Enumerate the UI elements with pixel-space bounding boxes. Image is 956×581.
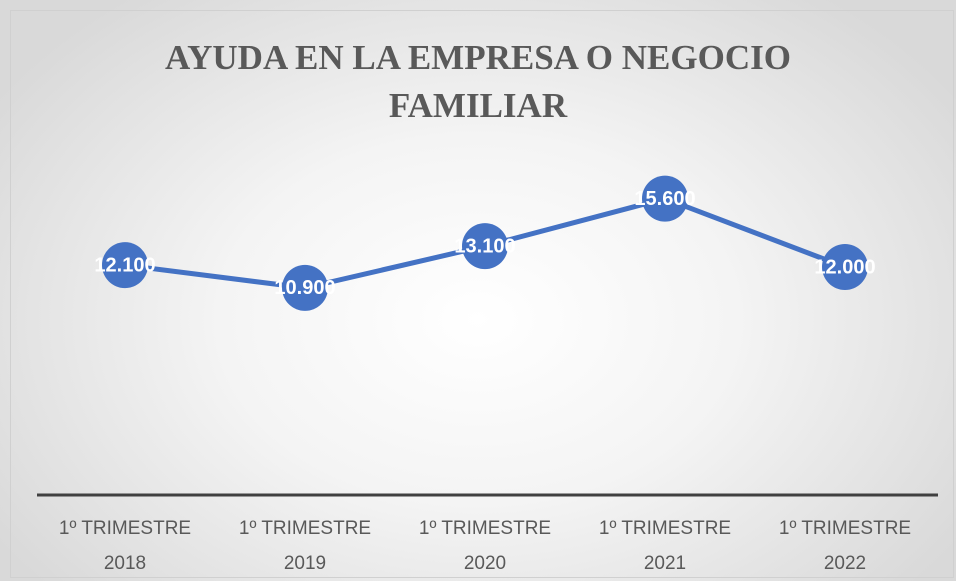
x-tick-label: 1º TRIMESTRE 2021 bbox=[598, 518, 732, 574]
x-tick-label: 1º TRIMESTRE 2020 bbox=[418, 518, 552, 574]
data-label: 13.100 bbox=[454, 235, 515, 257]
x-tick-label: 1º TRIMESTRE 2022 bbox=[778, 518, 912, 574]
data-label: 12.100 bbox=[94, 254, 155, 276]
x-tick-label: 1º TRIMESTRE 2018 bbox=[58, 518, 192, 574]
marker bbox=[462, 223, 508, 270]
x-tick-label: 1º TRIMESTRE 2019 bbox=[238, 518, 372, 574]
marker bbox=[642, 175, 688, 222]
marker bbox=[282, 264, 328, 311]
marker bbox=[822, 244, 868, 290]
data-label: 15.600 bbox=[634, 188, 695, 210]
chart-border bbox=[10, 10, 954, 578]
chart-title: AYUDA EN LA EMPRESA O NEGOCIO FAMILIAR bbox=[165, 38, 791, 125]
data-label: 12.000 bbox=[814, 256, 875, 278]
data-label: 10.900 bbox=[274, 277, 335, 299]
marker bbox=[102, 242, 148, 289]
